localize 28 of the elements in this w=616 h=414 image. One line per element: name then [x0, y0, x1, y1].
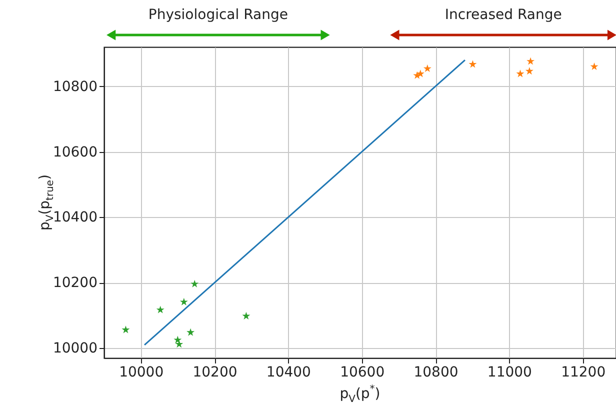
text: Physiological Range: [148, 7, 288, 23]
point: [190, 280, 199, 288]
point: [186, 328, 195, 336]
point: [242, 312, 250, 320]
point: [590, 62, 598, 70]
point: [416, 70, 424, 78]
point: [423, 64, 432, 72]
y-tick-label: 10200: [52, 275, 98, 292]
y-tick-label: 10000: [52, 340, 98, 357]
point: [468, 60, 477, 68]
point: [156, 306, 164, 314]
point: [180, 298, 188, 306]
text: Increased Range: [444, 7, 562, 23]
x-tick-label: 10200: [192, 364, 238, 380]
x-tick-label: 10600: [340, 364, 385, 380]
point: [122, 326, 130, 334]
point: [526, 57, 535, 65]
y-tick-label: 10800: [52, 78, 98, 95]
x-tick-label: 10800: [414, 364, 458, 380]
x-tick-label: 11200: [561, 364, 606, 380]
point: [175, 340, 184, 348]
point: [525, 67, 534, 75]
x-tick-label: 11000: [487, 364, 532, 380]
point: [174, 336, 182, 344]
y-tick-label: 10600: [52, 144, 98, 160]
point: [516, 70, 524, 78]
x-tick-label: 10400: [266, 364, 311, 380]
x-tick-label: 10000: [119, 364, 164, 380]
